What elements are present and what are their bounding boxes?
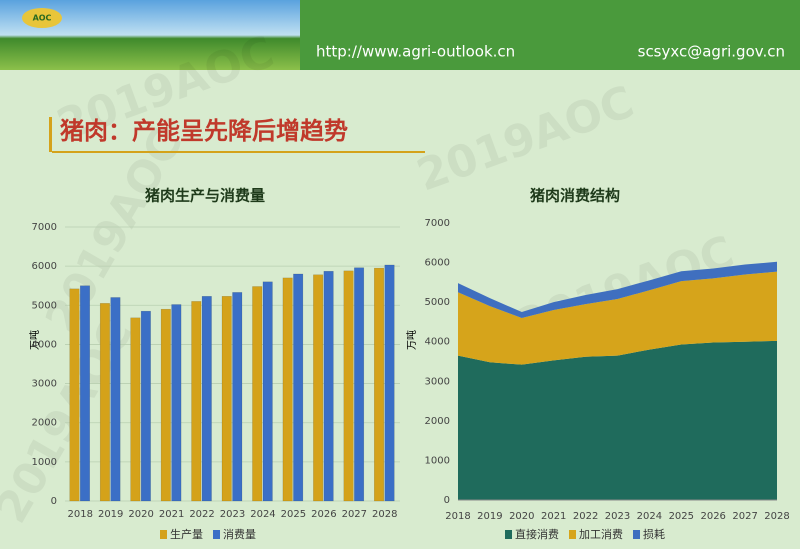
bar: [232, 292, 243, 502]
y-tick-label: 4000: [425, 337, 450, 348]
x-tick-label: 2019: [98, 509, 123, 520]
logo: AOC: [33, 14, 52, 23]
x-tick-label: 2026: [700, 511, 725, 522]
slide-title: 猪肉：产能呈先降后增趋势: [60, 117, 348, 145]
y-tick-label: 6000: [425, 258, 450, 269]
bar: [252, 286, 263, 502]
legend-label: 直接消费: [515, 527, 559, 541]
legend-swatch: [633, 530, 640, 539]
bar: [343, 270, 354, 502]
y-tick-label: 0: [51, 496, 57, 507]
area: [458, 340, 777, 500]
bar: [282, 277, 293, 502]
x-tick-label: 2027: [342, 509, 367, 520]
bar: [69, 288, 80, 502]
legend-swatch: [569, 530, 576, 539]
chart-title: 猪肉生产与消费量: [144, 187, 265, 205]
x-tick-label: 2024: [250, 509, 275, 520]
bar: [130, 317, 141, 502]
y-tick-label: 6000: [32, 261, 57, 272]
x-tick-label: 2018: [68, 509, 93, 520]
bar: [374, 267, 385, 502]
bar: [191, 301, 202, 502]
legend-label: 加工消费: [579, 527, 623, 541]
x-tick-label: 2028: [372, 509, 397, 520]
y-tick-label: 5000: [425, 297, 450, 308]
y-tick-label: 7000: [32, 222, 57, 233]
x-tick-label: 2020: [128, 509, 153, 520]
bar: [313, 274, 324, 502]
x-tick-label: 2022: [189, 509, 214, 520]
x-tick-label: 2023: [220, 509, 245, 520]
x-tick-label: 2026: [311, 509, 336, 520]
x-tick-label: 2021: [541, 511, 566, 522]
area: [458, 261, 777, 318]
logo-mark: [22, 8, 62, 28]
bar: [293, 273, 304, 502]
banner-bar: [300, 0, 800, 70]
x-tick-label: 2020: [509, 511, 534, 522]
chart-title: 猪肉消费结构: [529, 187, 620, 205]
bar: [140, 310, 151, 502]
email: scsyxc@agri.gov.cn: [638, 43, 785, 61]
bar: [79, 285, 90, 502]
bar: [323, 270, 334, 502]
y-tick-label: 1000: [32, 457, 57, 468]
legend-swatch: [213, 530, 220, 539]
y-axis-label: 万吨: [405, 330, 418, 350]
x-tick-label: 2027: [732, 511, 757, 522]
x-tick-label: 2019: [477, 511, 502, 522]
y-tick-label: 3000: [425, 376, 450, 387]
y-tick-label: 2000: [32, 418, 57, 429]
bar: [201, 296, 212, 502]
x-tick-label: 2025: [669, 511, 694, 522]
bar: [171, 304, 182, 502]
legend-swatch: [505, 530, 512, 539]
y-tick-label: 5000: [32, 300, 57, 311]
y-tick-label: 2000: [425, 416, 450, 427]
x-tick-label: 2023: [605, 511, 630, 522]
y-tick-label: 4000: [32, 339, 57, 350]
y-tick-label: 0: [444, 495, 450, 506]
legend-label: 生产量: [170, 527, 203, 541]
bar: [354, 267, 365, 502]
y-axis-label: 万吨: [28, 330, 41, 350]
title-accent: [49, 117, 52, 152]
bar: [221, 296, 232, 502]
bar: [160, 308, 171, 502]
x-tick-label: 2025: [281, 509, 306, 520]
bar: [384, 264, 395, 502]
x-tick-label: 2021: [159, 509, 184, 520]
x-tick-label: 2024: [637, 511, 662, 522]
legend-label: 损耗: [643, 527, 665, 541]
legend-swatch: [160, 530, 167, 539]
bar: [99, 303, 110, 502]
y-tick-label: 3000: [32, 379, 57, 390]
url: http://www.agri-outlook.cn: [316, 43, 515, 61]
x-tick-label: 2028: [764, 511, 789, 522]
x-tick-label: 2018: [445, 511, 470, 522]
legend-label: 消费量: [223, 527, 256, 541]
y-tick-label: 7000: [425, 218, 450, 229]
area: [458, 271, 777, 365]
y-tick-label: 1000: [425, 455, 450, 466]
x-tick-label: 2022: [573, 511, 598, 522]
bar: [110, 297, 121, 502]
bar: [262, 281, 273, 502]
